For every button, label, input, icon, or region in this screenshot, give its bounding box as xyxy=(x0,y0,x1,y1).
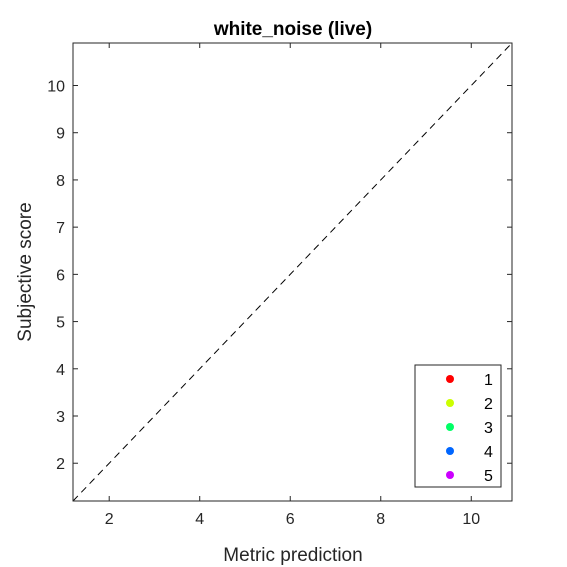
y-tick-label: 2 xyxy=(56,456,65,473)
legend-label: 1 xyxy=(484,372,493,389)
y-tick-label: 8 xyxy=(56,173,65,190)
x-tick-label: 10 xyxy=(462,511,480,528)
y-tick-label: 3 xyxy=(56,409,65,426)
legend-label: 2 xyxy=(484,396,493,413)
y-tick-label: 9 xyxy=(56,126,65,143)
identity-reference-line xyxy=(72,42,513,502)
y-tick-label: 7 xyxy=(56,220,65,237)
x-tick-label: 4 xyxy=(195,511,204,528)
legend-marker xyxy=(446,399,454,407)
y-ticks: 2 3 4 5 6 7 8 9 10 xyxy=(47,78,512,473)
y-axis-label: Subjective score xyxy=(15,202,36,341)
x-axis-label: Metric prediction xyxy=(223,545,362,566)
axes-box xyxy=(72,42,513,502)
legend-marker xyxy=(446,447,454,455)
legend-marker xyxy=(446,375,454,383)
legend-marker xyxy=(446,423,454,431)
legend-marker xyxy=(446,471,454,479)
legend-items: 1 2 3 4 5 xyxy=(446,372,493,485)
x-tick-label: 2 xyxy=(105,511,114,528)
y-tick-label: 5 xyxy=(56,315,65,332)
legend: 1 2 3 4 5 xyxy=(414,364,502,488)
x-ticks: 2 4 6 8 10 xyxy=(105,43,480,528)
y-tick-label: 4 xyxy=(56,362,65,379)
y-tick-label: 10 xyxy=(47,78,65,95)
y-tick-label: 6 xyxy=(56,267,65,284)
x-tick-label: 8 xyxy=(376,511,385,528)
legend-box xyxy=(414,364,502,488)
legend-label: 4 xyxy=(484,444,493,461)
x-tick-label: 6 xyxy=(286,511,295,528)
legend-label: 3 xyxy=(484,420,493,437)
legend-label: 5 xyxy=(484,468,493,485)
chart-title: white_noise (live) xyxy=(213,19,372,40)
